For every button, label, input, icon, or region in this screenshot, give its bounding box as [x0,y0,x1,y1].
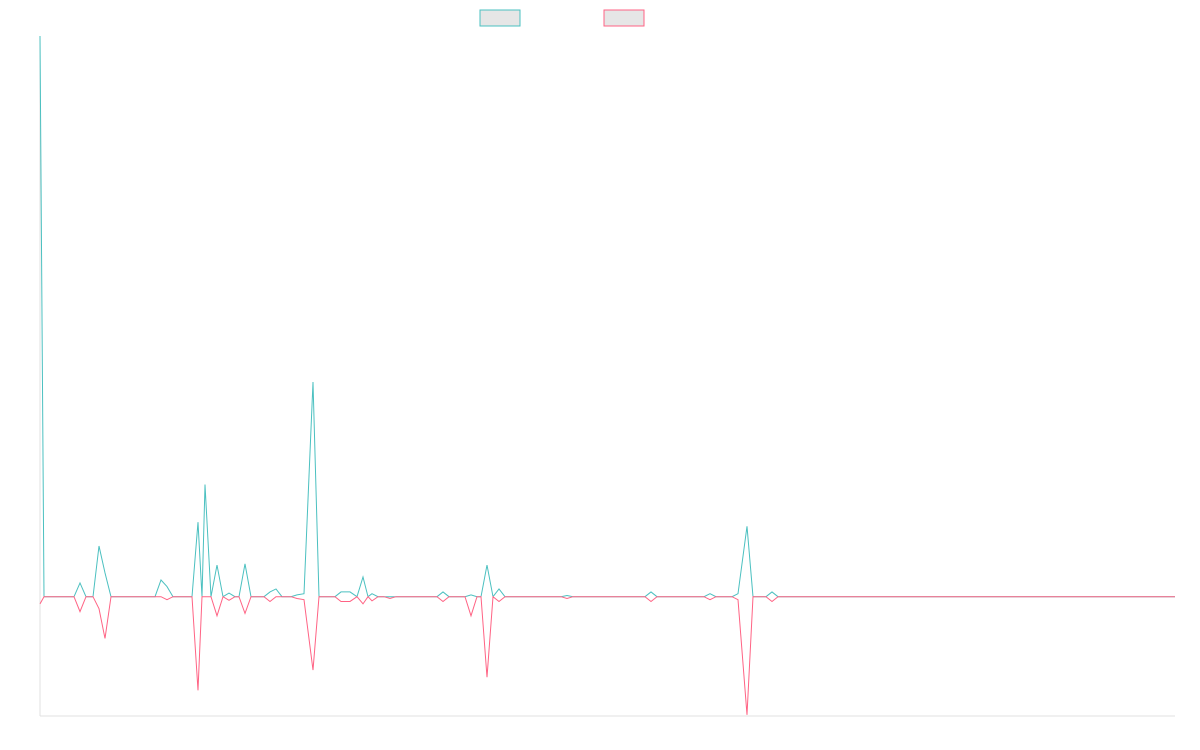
legend-swatch [603,9,645,27]
legend-swatch [479,9,521,27]
series-line [39,35,1175,598]
series-line [39,595,1175,715]
